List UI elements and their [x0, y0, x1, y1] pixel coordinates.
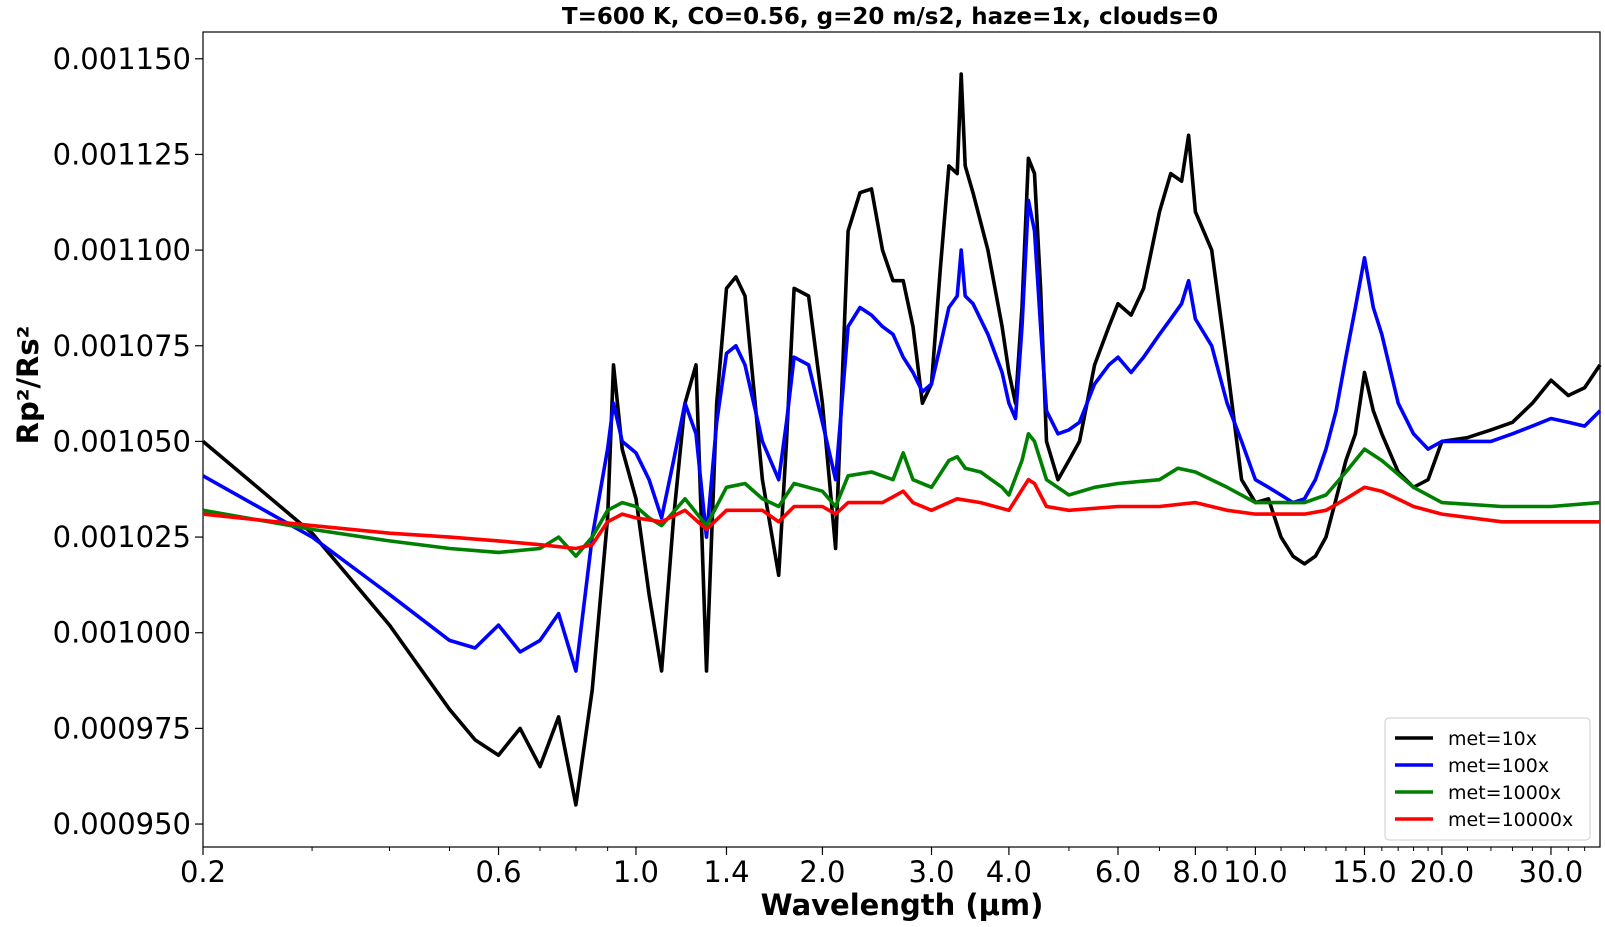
y-tick-label: 0.001050: [53, 424, 191, 458]
x-axis-label: Wavelength (μm): [761, 888, 1044, 922]
plot-frame: [202, 31, 1601, 848]
y-tick-label: 0.000975: [53, 711, 191, 745]
legend-box: [1384, 717, 1591, 841]
x-tick-label: 1.0: [613, 855, 659, 889]
x-axis: 0.2 0.6 1.0 1.4 2.0 3.0 4.0 6.0 8.0 10.0 15.0 20.0 3…: [180, 847, 1586, 889]
x-tick-label: 4.0: [986, 855, 1032, 889]
series-line-met=100x: [202, 198, 1602, 673]
x-tick-label: 1.4: [703, 855, 749, 889]
x-tick-label: 10.0: [1223, 855, 1288, 889]
series-line-met=1000x: [202, 432, 1601, 558]
x-tick-label: 3.0: [908, 855, 954, 889]
series-line-met=10x: [201, 72, 1602, 807]
x-tick-label: 20.0: [1410, 855, 1475, 889]
chart-title: T=600 K, CO=0.56, g=20 m/s2, haze=1x, cl…: [562, 4, 1218, 30]
series-layer: [201, 72, 1602, 807]
y-tick-label: 0.001025: [53, 520, 191, 554]
y-tick-label: 0.001000: [53, 616, 191, 650]
y-tick-label: 0.001150: [53, 42, 191, 76]
y-axis-label: Rp²/Rs²: [11, 326, 45, 445]
series-line-met=10000x: [202, 477, 1600, 551]
legend: met=10x met=100x met=1000x met=10000x: [1384, 717, 1591, 841]
legend-label: met=10x: [1448, 728, 1537, 750]
legend-label: met=100x: [1448, 755, 1549, 777]
x-tick-label: 6.0: [1095, 855, 1141, 889]
x-tick-label: 15.0: [1332, 855, 1397, 889]
x-tick-label: 8.0: [1172, 855, 1218, 889]
y-tick-label: 0.001075: [53, 329, 191, 363]
legend-label: met=10000x: [1448, 809, 1573, 831]
y-tick-label: 0.000950: [53, 807, 191, 841]
x-tick-label: 30.0: [1519, 855, 1584, 889]
y-axis: 0.000950 0.000975 0.001000 0.001025 0.001050…: [53, 42, 203, 841]
y-tick-label: 0.001100: [53, 233, 191, 267]
legend-label: met=1000x: [1448, 782, 1561, 804]
x-tick-label: 0.6: [475, 855, 521, 889]
x-tick-label: 0.2: [180, 855, 226, 889]
y-tick-label: 0.001125: [53, 137, 191, 171]
x-tick-label: 2.0: [799, 855, 845, 889]
